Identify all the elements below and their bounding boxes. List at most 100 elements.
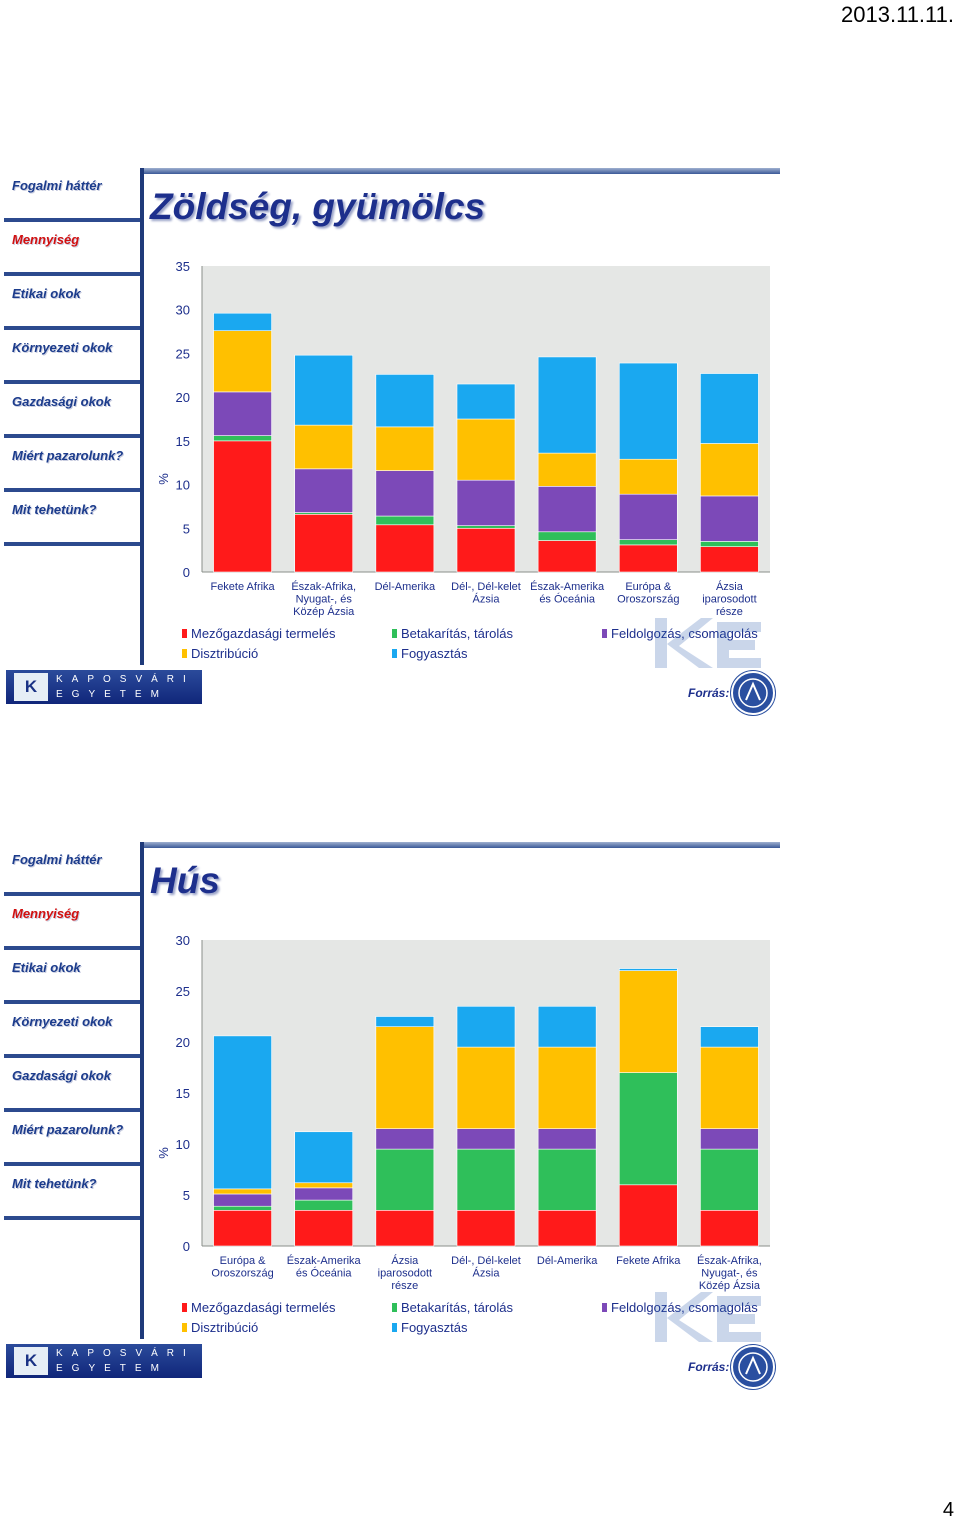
bar-segment-feldolgozas-csomagolas (213, 391, 272, 436)
x-tick-label: iparosodott (702, 594, 756, 606)
y-tick-label: 0 (183, 565, 190, 580)
nav-item-miert-pazarolunk[interactable]: Miért pazarolunk? (4, 1114, 140, 1166)
bar-segment-feldolgozas-csomagolas (537, 1128, 597, 1150)
x-tick-label: Nyugat-, és (296, 594, 353, 606)
bar-segment-mezogazdasagi-termeles (294, 1209, 354, 1247)
legend-item-mezogazdasagi-termeles: Mezőgazdasági termelés (182, 626, 336, 641)
x-tick-label: és Óceánia (296, 1267, 353, 1280)
bar-segment-feldolgozas-csomagolas (456, 479, 516, 526)
bar-segment-feldolgozas-csomagolas (700, 1128, 759, 1150)
bar-segment-mezogazdasagi-termeles (456, 1209, 516, 1247)
legend-swatch (182, 1303, 187, 1312)
nav-item-kornyezeti-okok[interactable]: Környezeti okok (4, 332, 140, 384)
legend-swatch (182, 1323, 187, 1332)
y-tick-label: 15 (176, 1086, 190, 1101)
bar-segment-disztribucio (618, 458, 678, 495)
legend-label: Feldolgozás, csomagolás (611, 626, 758, 641)
x-tick-label: iparosodott (378, 1268, 432, 1280)
bar-segment-betakaritas-tarolas (618, 1072, 678, 1186)
source-label: Forrás: (688, 686, 730, 700)
nav-item-gazdasagi-okok[interactable]: Gazdasági okok (4, 386, 140, 438)
bar-segment-disztribucio (700, 443, 759, 497)
nav-item-mit-tehetunk[interactable]: Mit tehetünk? (4, 1168, 140, 1220)
logo-line2: EGYETEM (56, 689, 168, 700)
nav-item-etikai-okok[interactable]: Etikai okok (4, 952, 140, 1004)
fao-seal-graphic (731, 1345, 775, 1389)
watermark-k-stem (655, 1292, 667, 1342)
nav-item-miert-pazarolunk[interactable]: Miért pazarolunk? (4, 440, 140, 492)
bar-segment-fogyasztas (456, 383, 516, 420)
x-tick-label: és Óceánia (539, 593, 596, 606)
nav-item-mennyiseg[interactable]: Mennyiség (4, 898, 140, 950)
legend-swatch (182, 629, 187, 638)
nav-item-kornyezeti-okok[interactable]: Környezeti okok (4, 1006, 140, 1058)
logo-line1: KAPOSVÁRI (56, 674, 195, 685)
fao-seal-icon (730, 670, 776, 716)
bar-segment-betakaritas-tarolas (700, 541, 759, 547)
y-tick-label: 20 (176, 390, 190, 405)
bar-segment-betakaritas-tarolas (294, 1199, 354, 1211)
x-tick-label: Oroszország (617, 594, 679, 606)
y-axis-label: % (156, 1147, 171, 1159)
nav-item-etikai-okok[interactable]: Etikai okok (4, 278, 140, 330)
y-tick-label: 20 (176, 1035, 190, 1050)
fao-inner-ring (738, 678, 768, 708)
y-tick-label: 30 (176, 933, 190, 948)
date-label: 2013.11.11. (841, 2, 954, 27)
bar-segment-betakaritas-tarolas (537, 1148, 597, 1211)
y-tick-label: 15 (176, 434, 190, 449)
y-tick-label: 25 (176, 984, 190, 999)
nav-item-mit-tehetunk[interactable]: Mit tehetünk? (4, 494, 140, 546)
legend-item-feldolgozas-csomagolas: Feldolgozás, csomagolás (602, 626, 758, 641)
slide-vegetables-fruit: Fogalmi háttér Mennyiség Etikai okok Környe… (4, 168, 780, 716)
bar-segment-disztribucio (618, 970, 678, 1073)
y-tick-label: 30 (176, 303, 190, 318)
legend-swatch (392, 649, 397, 658)
y-tick-label: 5 (183, 1188, 190, 1203)
x-tick-label: Észak-Amerika (530, 580, 605, 593)
logo-line2: EGYETEM (56, 1363, 168, 1374)
nav-item-mennyiseg[interactable]: Mennyiség (4, 224, 140, 276)
bar-segment-fogyasztas (700, 373, 759, 444)
bar-segment-disztribucio (456, 1046, 516, 1130)
legend-label: Betakarítás, tárolás (401, 1300, 513, 1315)
ke-watermark-icon (649, 1282, 769, 1352)
x-tick-label: Dél-, Dél-kelet (451, 581, 521, 593)
kaposvar-university-logo: K KAPOSVÁRI EGYETEM (6, 1344, 202, 1378)
x-tick-label: Fekete Afrika (616, 1255, 681, 1267)
bar-segment-mezogazdasagi-termeles (456, 527, 516, 573)
slide-title: Hús (150, 860, 220, 901)
y-tick-label: 5 (183, 521, 190, 536)
slide-top-bar (140, 842, 780, 848)
bar-segment-feldolgozas-csomagolas (456, 1128, 516, 1150)
legend-item-betakaritas-tarolas: Betakarítás, tárolás (392, 626, 513, 641)
watermark-k-arms (667, 618, 713, 668)
x-tick-label: Fekete Afrika (210, 581, 275, 593)
x-tick-label: Dél-Amerika (537, 1255, 598, 1267)
legend-item-fogyasztas: Fogyasztás (392, 1320, 467, 1335)
bar-segment-fogyasztas (294, 1131, 354, 1184)
x-tick-label: Nyugat-, és (701, 1268, 758, 1280)
x-tick-label: Közép Ázsia (293, 605, 355, 618)
nav-item-gazdasagi-okok[interactable]: Gazdasági okok (4, 1060, 140, 1112)
bar-segment-fogyasztas (213, 312, 272, 331)
slide-navigation: Fogalmi háttér Mennyiség Etikai okok Környe… (4, 842, 144, 1339)
slide-meat: Fogalmi háttér Mennyiség Etikai okok Környe… (4, 842, 780, 1390)
bar-segment-fogyasztas (618, 968, 678, 971)
ke-watermark-icon (649, 608, 769, 678)
bar-segment-feldolgozas-csomagolas (294, 1187, 354, 1201)
fao-wheat-mark (745, 1355, 761, 1375)
legend-label: Mezőgazdasági termelés (191, 1300, 336, 1315)
y-tick-label: 35 (176, 259, 190, 274)
bar-segment-disztribucio (537, 452, 597, 487)
bar-segment-mezogazdasagi-termeles (618, 544, 678, 573)
x-tick-label: Ázsia (473, 593, 501, 606)
slide-title: Zöldség, gyümölcs (150, 186, 486, 227)
nav-item-fogalmi-hatter[interactable]: Fogalmi háttér (4, 844, 140, 896)
y-tick-label: 10 (176, 478, 190, 493)
legend-swatch (392, 629, 397, 638)
x-tick-label: Dél-, Dél-kelet (451, 1255, 521, 1267)
kaposvar-university-logo: K KAPOSVÁRI EGYETEM (6, 670, 202, 704)
bar-segment-betakaritas-tarolas (456, 525, 516, 529)
nav-item-fogalmi-hatter[interactable]: Fogalmi háttér (4, 170, 140, 222)
